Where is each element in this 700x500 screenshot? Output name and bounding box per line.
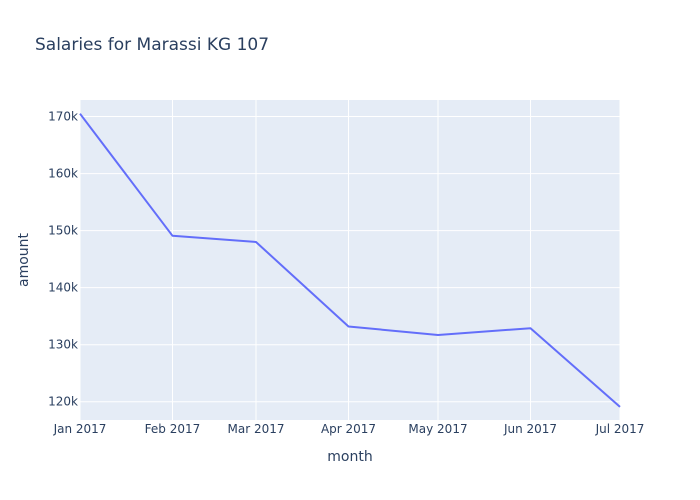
- gridlines: [79, 100, 621, 420]
- y-axis-title: amount: [16, 232, 32, 287]
- series-layer: [79, 113, 621, 408]
- y-tick-label: 120k: [48, 395, 78, 409]
- x-axis-ticks: Jan 2017 Feb 2017 Mar 2017 Apr 2017 May 2017…: [53, 422, 645, 436]
- series-line: [79, 113, 621, 408]
- y-tick-label: 130k: [48, 338, 78, 352]
- plot-area: [80, 100, 620, 420]
- x-tick-label: May 2017: [408, 422, 467, 436]
- x-tick-label: Jan 2017: [53, 422, 107, 436]
- x-tick-label: Jun 2017: [503, 422, 557, 436]
- x-tick-label: Apr 2017: [321, 422, 376, 436]
- y-tick-label: 160k: [48, 167, 78, 181]
- y-tick-label: 150k: [48, 224, 78, 238]
- y-axis-ticks: 120k 130k 140k 150k 160k 170k: [48, 110, 78, 409]
- chart-title: Salaries for Marassi KG 107: [35, 35, 269, 55]
- y-tick-label: 170k: [48, 110, 78, 124]
- x-tick-label: Jul 2017: [595, 422, 645, 436]
- y-tick-label: 140k: [48, 281, 78, 295]
- x-axis-title: month: [327, 449, 372, 465]
- x-tick-label: Mar 2017: [228, 422, 285, 436]
- x-tick-label: Feb 2017: [145, 422, 201, 436]
